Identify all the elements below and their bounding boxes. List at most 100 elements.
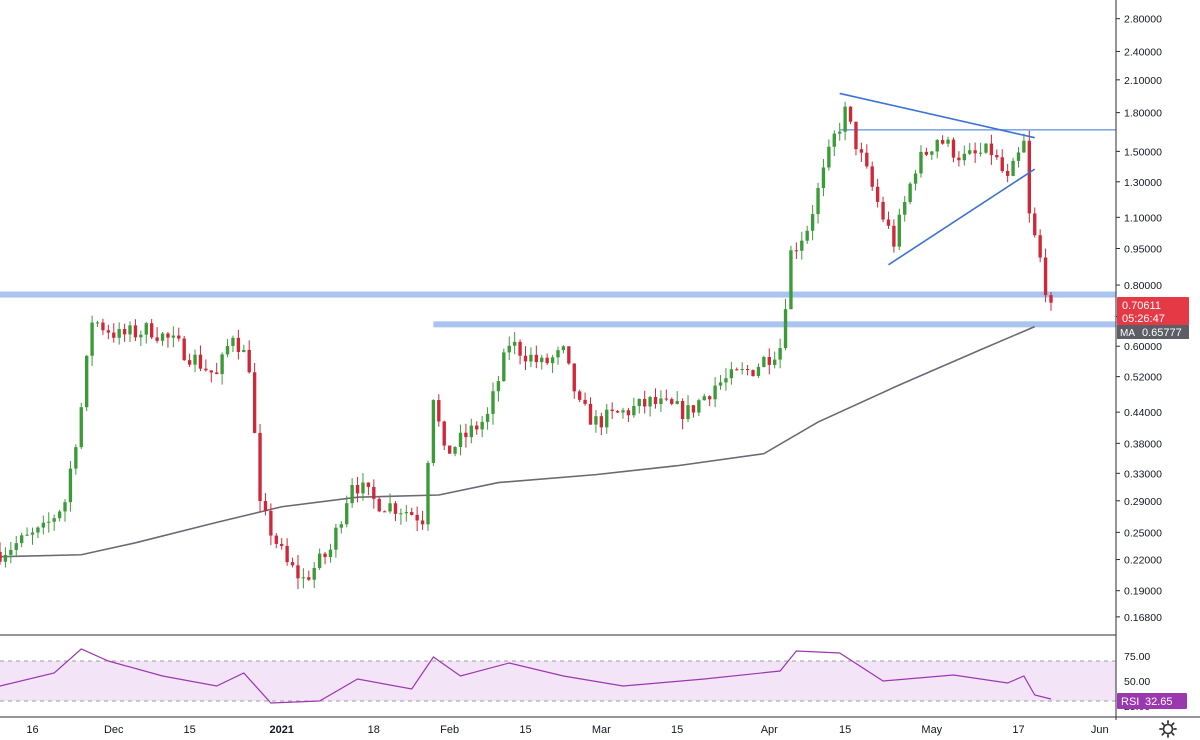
candle-body bbox=[762, 356, 766, 367]
candle-body bbox=[946, 139, 950, 144]
candle-body bbox=[242, 349, 246, 352]
candle-body bbox=[355, 484, 360, 494]
candle-body bbox=[632, 406, 636, 416]
candle-body bbox=[794, 250, 799, 252]
candle-body bbox=[957, 157, 961, 161]
candle-body bbox=[940, 140, 945, 144]
candle-body bbox=[52, 518, 56, 522]
price-tick-label: 0.19000 bbox=[1124, 586, 1162, 598]
candle-body bbox=[745, 368, 750, 371]
sr-level bbox=[839, 129, 1116, 131]
candle-body bbox=[187, 360, 192, 365]
candle-body bbox=[475, 425, 479, 430]
rsi-line bbox=[0, 648, 1052, 704]
candle-body bbox=[139, 334, 143, 338]
candle-body bbox=[382, 511, 387, 513]
candle-body bbox=[875, 186, 880, 202]
candle-body bbox=[90, 322, 94, 356]
candle-body bbox=[372, 486, 376, 499]
candle-body bbox=[550, 357, 555, 364]
candle-body bbox=[1027, 140, 1031, 214]
date-tick-label: Apr bbox=[761, 724, 778, 736]
sr-level bbox=[0, 291, 1116, 298]
candle-body bbox=[680, 401, 685, 420]
candle-body bbox=[361, 482, 365, 494]
candle-body bbox=[989, 143, 994, 156]
candle-body bbox=[848, 106, 853, 122]
candle-body bbox=[14, 543, 18, 550]
candle-body bbox=[653, 396, 658, 405]
candle-body bbox=[984, 143, 988, 153]
candle-body bbox=[117, 328, 121, 338]
candle-body bbox=[469, 425, 473, 438]
candle-body bbox=[404, 512, 408, 514]
candle-body bbox=[155, 337, 159, 341]
trendline bbox=[888, 168, 1036, 266]
candle-body bbox=[442, 421, 446, 446]
candle-body bbox=[675, 401, 679, 404]
price-tick-label: 0.29000 bbox=[1124, 496, 1162, 508]
support-resistance-layer bbox=[0, 129, 1116, 328]
candle-body bbox=[756, 366, 761, 376]
candle-body bbox=[1043, 257, 1048, 296]
candle-body bbox=[577, 391, 582, 400]
date-tick-label: Feb bbox=[440, 724, 459, 736]
candle-body bbox=[47, 521, 51, 523]
candle-body bbox=[832, 133, 836, 147]
candle-body bbox=[301, 577, 306, 579]
candle-body bbox=[177, 335, 181, 339]
price-tick-label: 0.52000 bbox=[1124, 372, 1162, 384]
gear-icon[interactable] bbox=[1159, 720, 1177, 738]
candle-body bbox=[247, 349, 251, 373]
candle-body bbox=[36, 527, 40, 533]
candle-body bbox=[843, 106, 847, 132]
date-tick-label: Dec bbox=[104, 724, 124, 736]
candle-body bbox=[133, 325, 138, 338]
price-tick-label: 0.22000 bbox=[1124, 555, 1162, 567]
candle-body bbox=[913, 173, 918, 184]
candle-body bbox=[1005, 171, 1010, 176]
candle-body bbox=[724, 378, 728, 383]
candle-body bbox=[935, 140, 939, 152]
rsi-label-text: RSI bbox=[1121, 696, 1139, 708]
candle-body bbox=[464, 432, 468, 438]
candle-body bbox=[480, 421, 484, 430]
candle-body bbox=[350, 484, 354, 504]
candle-body bbox=[458, 432, 463, 448]
candle-body bbox=[751, 370, 755, 376]
candle-body bbox=[789, 250, 793, 310]
candle-body bbox=[447, 445, 452, 454]
candle-body bbox=[919, 151, 923, 174]
trendline-layer bbox=[839, 92, 1036, 266]
candle-body bbox=[1000, 157, 1004, 172]
candle-body bbox=[263, 501, 268, 511]
candle-body bbox=[68, 468, 73, 503]
price-tick-label: 0.38000 bbox=[1124, 438, 1162, 450]
candle-body bbox=[236, 337, 241, 352]
candle-body bbox=[854, 121, 858, 150]
date-tick-label: 18 bbox=[368, 724, 380, 736]
candle-body bbox=[626, 410, 631, 416]
candle-body bbox=[973, 150, 977, 154]
date-tick-label: 17 bbox=[1012, 724, 1024, 736]
candle-body bbox=[892, 225, 896, 247]
last-price-value: 0.70611 bbox=[1122, 300, 1161, 312]
date-tick-label: 15 bbox=[839, 724, 851, 736]
rsi-layer bbox=[0, 648, 1052, 704]
candle-body bbox=[691, 405, 696, 413]
price-tick-label: 1.80000 bbox=[1124, 108, 1162, 120]
candle-body bbox=[274, 535, 278, 544]
candle-body bbox=[30, 532, 35, 535]
sr-level bbox=[433, 321, 1116, 328]
candle-body bbox=[231, 337, 235, 346]
candle-body bbox=[968, 150, 972, 154]
candle-body bbox=[621, 410, 625, 413]
candle-body bbox=[0, 551, 2, 562]
candle-body bbox=[643, 398, 647, 407]
candle-body bbox=[718, 382, 723, 386]
price-tick-label: 0.44000 bbox=[1124, 407, 1162, 419]
candle-body bbox=[307, 577, 311, 580]
candle-body bbox=[572, 363, 576, 392]
price-tick-label: 2.40000 bbox=[1124, 46, 1162, 58]
